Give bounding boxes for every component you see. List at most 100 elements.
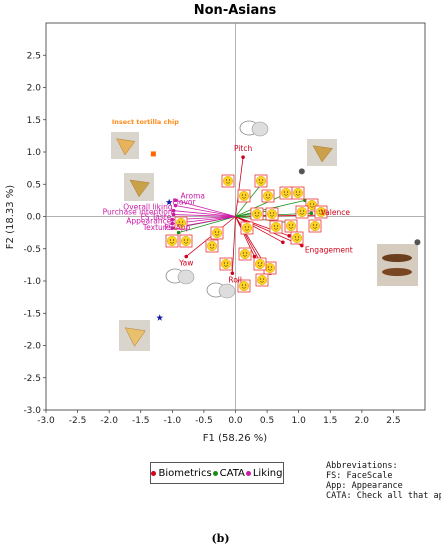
face-eye	[257, 262, 259, 264]
smiley-face-icon	[286, 220, 297, 231]
vector-line	[235, 157, 244, 217]
smiley-face-icon	[211, 227, 222, 238]
x-tick-label: -2.5	[69, 416, 87, 426]
face-eye	[269, 194, 271, 196]
face-mouth	[267, 269, 273, 271]
vector-endpoint	[309, 211, 314, 216]
vector-label: Pitch	[234, 144, 253, 153]
tortilla-chip-icon	[129, 179, 150, 198]
face-scale-icon	[261, 189, 275, 203]
x-tick-label: -1.0	[164, 416, 182, 426]
face-mouth	[273, 228, 279, 230]
vector-label: Aroma	[180, 191, 205, 200]
abbreviations-note: Abbreviations: FS: FaceScale App: Appear…	[326, 461, 441, 501]
smiley-face-icon	[307, 199, 318, 210]
vector-label: Valence	[321, 208, 351, 217]
face-eye	[218, 231, 220, 233]
thought-bubble-icon	[177, 269, 195, 285]
face-scale-icon	[279, 186, 293, 200]
tortilla-chip-icon	[312, 145, 333, 163]
legend-marker	[245, 470, 251, 476]
face-eye	[295, 191, 297, 193]
legend-label: Biometrics	[158, 467, 212, 479]
face-scale-icon	[263, 261, 277, 275]
vector-endpoint	[287, 234, 291, 238]
face-scale-icon	[219, 257, 233, 271]
vector-label: FS Taste	[141, 213, 172, 222]
face-scale-icon	[237, 279, 251, 293]
face-mouth	[299, 213, 305, 215]
smiley-face-icon	[238, 190, 249, 201]
y-tick-label: 2.5	[27, 51, 41, 61]
smiley-face-icon	[254, 259, 265, 270]
x-tick-label: 0.0	[228, 416, 243, 426]
face-mouth	[318, 213, 324, 215]
face-scale-icon	[255, 273, 269, 287]
vector-line	[173, 214, 236, 217]
x-tick-label: 0.5	[260, 416, 274, 426]
abbreviation-line: FS: FaceScale	[326, 471, 393, 481]
smiley-face-icon	[263, 190, 274, 201]
smiley-face-icon	[241, 222, 252, 233]
vector-endpoint	[176, 230, 181, 235]
y-tick-label: 0.0	[27, 213, 42, 223]
face-mouth	[309, 206, 315, 208]
legend-label: Liking	[252, 467, 283, 479]
smiley-face-icon	[166, 235, 177, 246]
vector-endpoint	[171, 212, 176, 217]
vector-label: Yaw	[178, 258, 193, 267]
smiley-face-icon	[180, 235, 191, 246]
face-mouth	[178, 224, 184, 226]
vector-endpoint	[173, 198, 178, 203]
face-mouth	[225, 182, 231, 184]
face-eye	[294, 236, 296, 238]
abbreviation-line: App: Appearance	[326, 481, 403, 491]
face-eye	[209, 244, 211, 246]
face-scale-icon	[291, 186, 305, 200]
face-mouth	[265, 197, 271, 199]
vector-line	[175, 205, 236, 217]
vector-label: Purchase intention	[103, 208, 173, 217]
y-tick-label: -3.0	[23, 406, 41, 416]
biplot-chart: Non-Asians -3.0 -2.5 -2.0 -1.5 -1.0 -0.5 0.0 0.…	[5, 3, 426, 444]
vector-line	[175, 199, 236, 217]
legend-item-biometrics: Biometrics	[151, 467, 212, 479]
x-tick-label: -3.0	[37, 416, 55, 426]
face-mouth	[312, 227, 318, 229]
vector-label: Appearance	[126, 217, 171, 226]
smiley-face-icon	[222, 175, 233, 186]
vector-line	[235, 193, 287, 217]
face-scale-icon	[221, 174, 235, 188]
vector-line	[235, 216, 293, 224]
vector-endpoint	[241, 155, 245, 159]
face-eye	[254, 212, 256, 214]
face-mouth	[183, 242, 189, 244]
vector-line	[178, 216, 236, 234]
vector-endpoint	[230, 271, 235, 276]
insect-photo-background	[377, 244, 418, 286]
vector-line	[235, 216, 262, 264]
face-eye	[316, 224, 318, 226]
sample-marker-circle	[414, 239, 421, 246]
face-eye	[265, 194, 267, 196]
smiley-face-icon	[256, 175, 267, 186]
face-eye	[248, 226, 250, 228]
tortilla-chip-icon	[116, 138, 136, 156]
face-mouth	[295, 194, 301, 196]
face-scale-icon	[290, 231, 304, 245]
face-mouth	[258, 182, 264, 184]
smiley-face-icon	[265, 263, 276, 274]
face-mouth	[214, 234, 220, 236]
vector-label: Overall liking	[123, 203, 173, 212]
y-tick-label: -2.0	[23, 342, 41, 352]
face-eye	[271, 266, 273, 268]
face-mouth	[259, 281, 265, 283]
face-scale-icon	[254, 174, 268, 188]
face-eye	[187, 239, 189, 241]
figure-caption: (b)	[211, 532, 230, 545]
smiley-face-icon	[271, 221, 282, 232]
vector-endpoint	[170, 217, 175, 222]
y-tick-label: -0.5	[23, 245, 41, 255]
y-tick-label: 2.0	[27, 84, 42, 94]
face-eye	[245, 284, 247, 286]
